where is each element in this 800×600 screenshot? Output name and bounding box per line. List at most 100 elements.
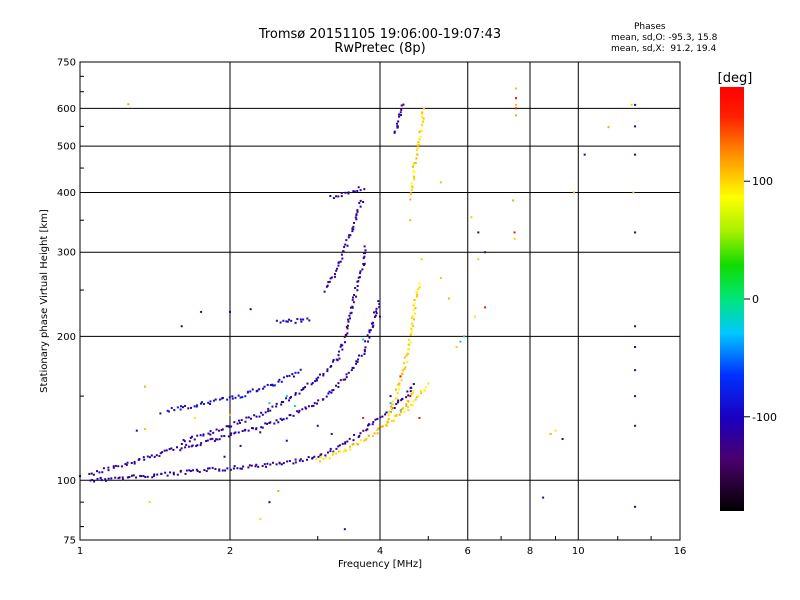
echo-point [202, 433, 205, 436]
echo-point [415, 290, 418, 293]
echo-point [239, 396, 242, 399]
echo-point [259, 431, 262, 434]
echo-point [339, 345, 342, 348]
echo-point [406, 360, 409, 363]
echo-point [326, 370, 329, 373]
echo-point [330, 391, 333, 394]
echo-point [359, 439, 362, 442]
echo-point [259, 517, 262, 520]
echo-point [583, 153, 586, 156]
echo-point [143, 385, 146, 388]
echo-point [409, 193, 412, 196]
echo-point [266, 462, 269, 465]
echo-point [310, 405, 313, 408]
echo-point [205, 470, 208, 473]
echo-point [341, 348, 344, 351]
echo-point [632, 191, 635, 194]
echo-point [319, 455, 322, 458]
echo-point [386, 420, 389, 423]
echo-point [217, 429, 220, 432]
echo-point [407, 406, 410, 409]
echo-point [231, 395, 234, 398]
echo-point [422, 120, 425, 123]
echo-point [294, 458, 297, 461]
echo-point [515, 103, 518, 106]
echo-point [331, 360, 334, 363]
echo-point [394, 388, 397, 391]
echo-point [358, 434, 361, 437]
echo-point [315, 458, 318, 461]
echo-point [282, 319, 285, 322]
echo-point [409, 219, 412, 222]
echo-point [114, 464, 117, 467]
echo-point [352, 190, 355, 193]
echo-point [275, 419, 278, 422]
echo-point [362, 201, 365, 204]
echo-point [422, 108, 425, 111]
echo-point [237, 431, 240, 434]
echo-point [112, 465, 115, 468]
echo-point [282, 418, 285, 421]
echo-point [338, 444, 341, 447]
echo-point [299, 318, 302, 321]
echo-point [337, 261, 340, 264]
echo-point [277, 489, 280, 492]
echo-point [419, 135, 422, 138]
phase-stats-x: mean, sd,X: 91.2, 19.4 [611, 44, 717, 54]
echo-point [390, 420, 393, 423]
echo-point [376, 417, 379, 420]
echo-point [156, 473, 159, 476]
echo-point [256, 389, 259, 392]
echo-point [356, 289, 359, 292]
echo-point [257, 465, 260, 468]
echo-point [264, 411, 267, 414]
echo-point [342, 250, 345, 253]
echo-point [148, 456, 151, 459]
echo-point [374, 418, 377, 421]
echo-point [415, 291, 418, 294]
echo-point [338, 350, 341, 353]
colorbar-tick-label: -100 [752, 411, 777, 424]
echo-point [249, 390, 252, 393]
echo-point [355, 360, 358, 363]
echo-point [289, 397, 292, 400]
echo-point [107, 469, 110, 472]
echo-point [307, 405, 310, 408]
echo-point [271, 461, 274, 464]
echo-point [344, 448, 347, 451]
echo-point [237, 394, 240, 397]
echo-point [364, 340, 367, 343]
echo-point [242, 465, 245, 468]
echo-point [344, 441, 347, 444]
echo-point [184, 472, 187, 475]
y-tick-label: 500 [57, 142, 76, 153]
echo-point [355, 295, 358, 298]
echo-point [138, 458, 141, 461]
echo-point [399, 375, 402, 378]
echo-point [345, 325, 348, 328]
echo-point [392, 419, 395, 422]
echo-point [240, 419, 243, 422]
echo-point [355, 362, 358, 365]
echo-point [634, 395, 637, 398]
echo-point [209, 400, 212, 403]
echo-point [410, 403, 413, 406]
echo-point [378, 303, 381, 306]
echo-point [261, 465, 264, 468]
echo-point [409, 395, 412, 398]
echo-point [278, 378, 281, 381]
echo-point [515, 87, 518, 90]
echo-point [422, 117, 425, 120]
echo-point [417, 288, 420, 291]
x-tick-label: 2 [227, 546, 233, 557]
echo-point [414, 161, 417, 164]
echo-point [269, 384, 272, 387]
echo-point [415, 396, 418, 399]
echo-point [420, 113, 423, 116]
echo-point [218, 469, 221, 472]
echo-point [313, 402, 316, 405]
echo-point [236, 467, 239, 470]
echo-point [352, 225, 355, 228]
echo-point [188, 440, 191, 443]
echo-point [286, 460, 289, 463]
